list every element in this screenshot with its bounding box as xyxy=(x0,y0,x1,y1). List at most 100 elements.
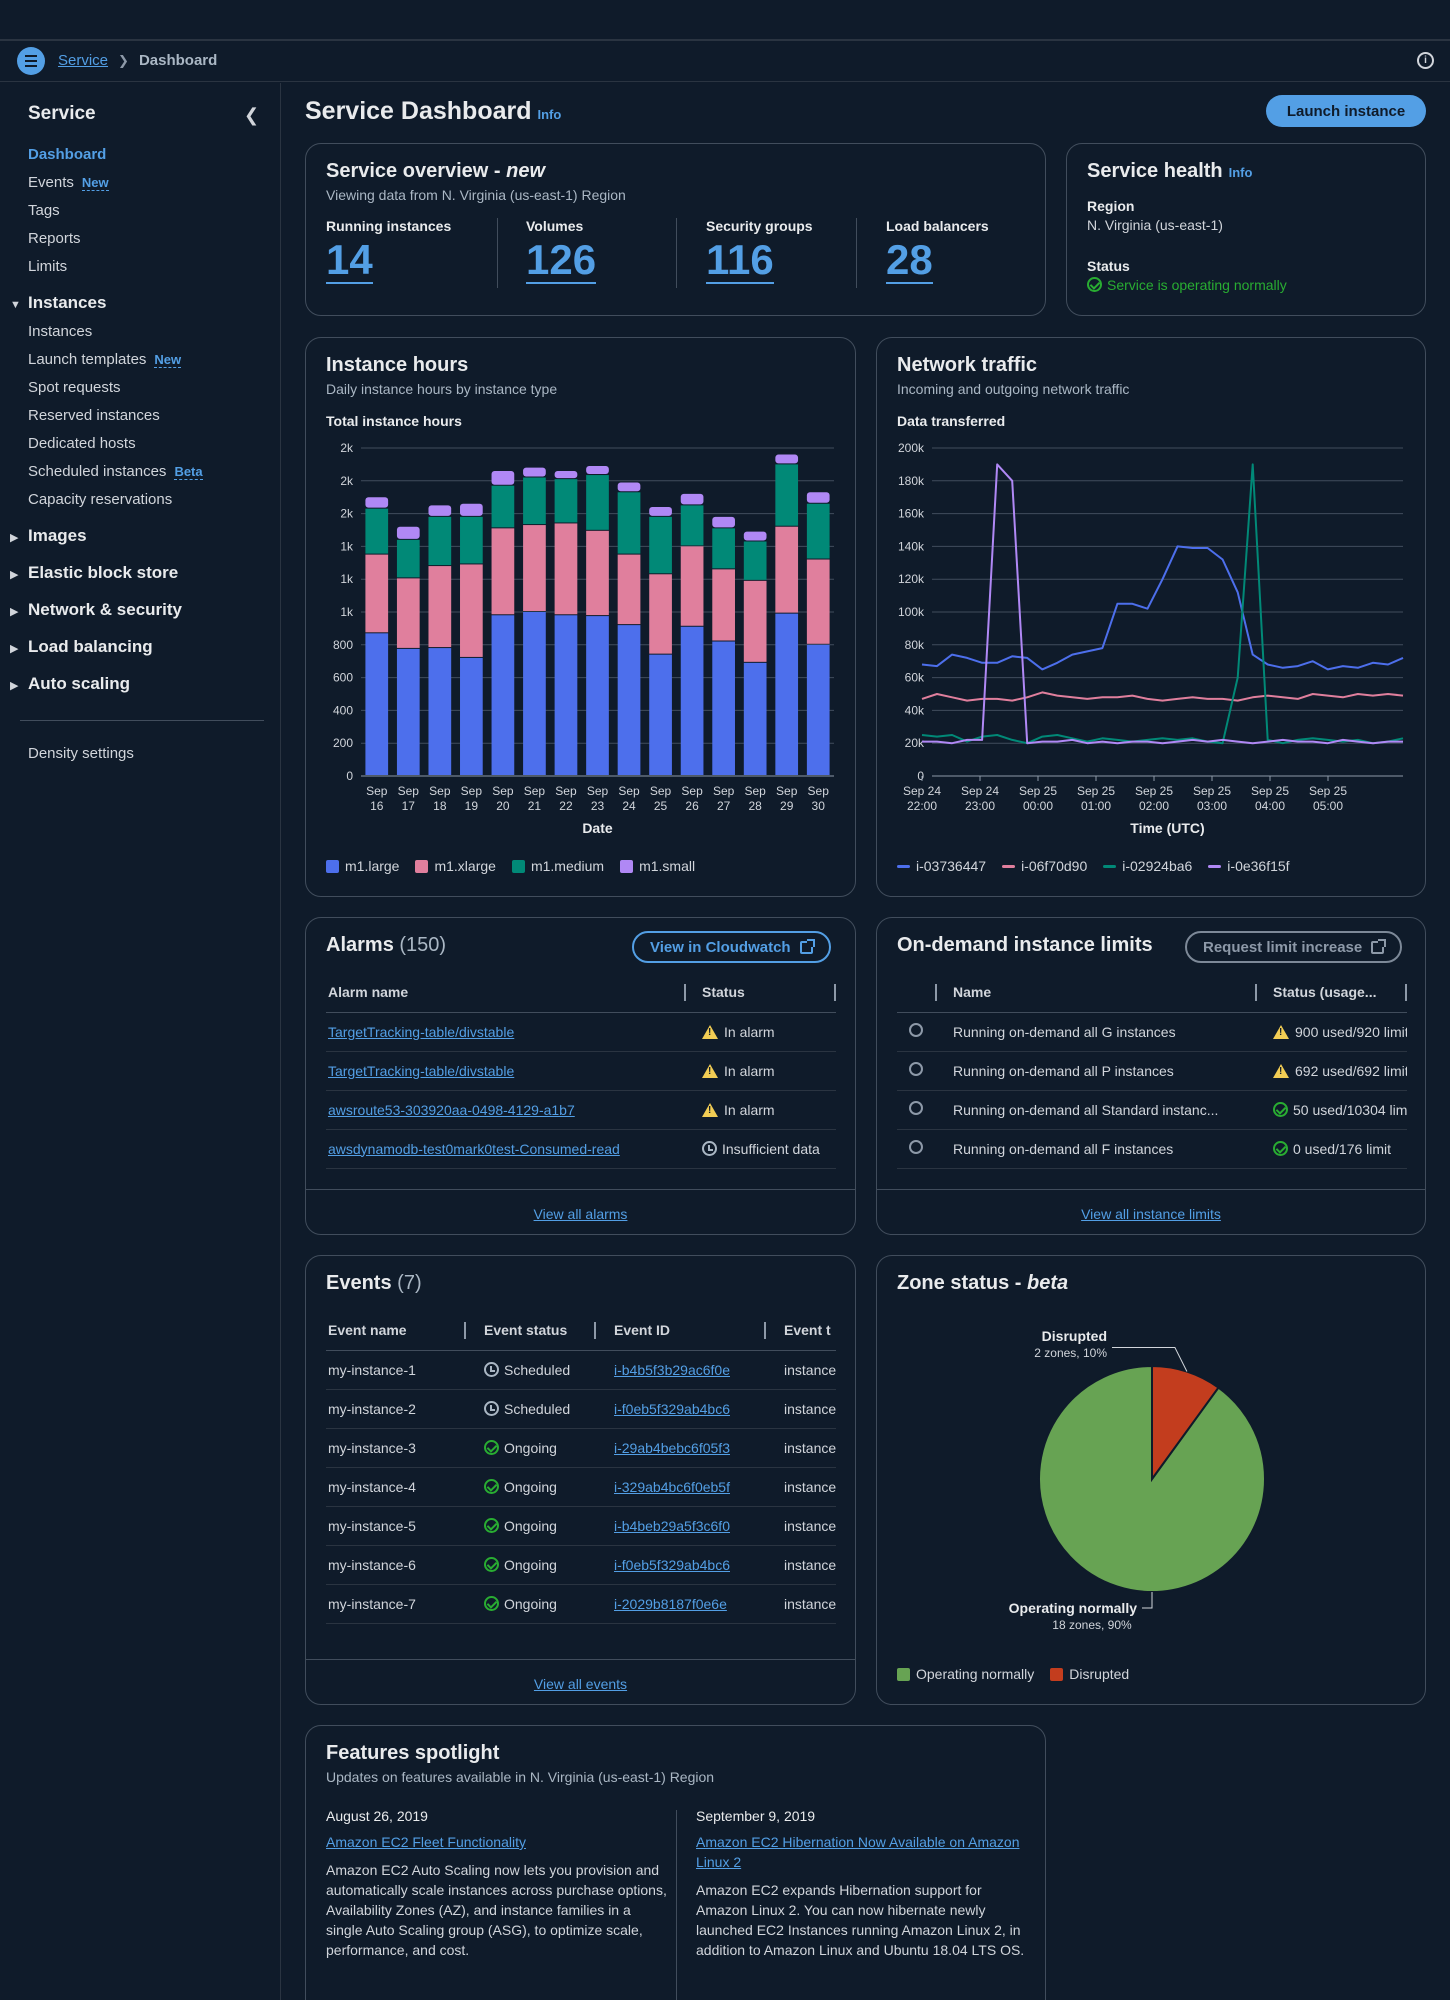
request-limit-increase-button[interactable]: Request limit increase xyxy=(1185,931,1403,963)
column-resizer[interactable] xyxy=(1405,984,1407,1001)
select-cell xyxy=(897,1012,937,1052)
x-tick-label: Sep xyxy=(618,784,640,798)
metric-value-link[interactable]: 126 xyxy=(526,236,597,284)
sidebar-item-dedicated-hosts[interactable]: Dedicated hosts xyxy=(28,435,136,452)
info-link[interactable]: Info xyxy=(537,107,562,122)
metric-value-link[interactable]: 14 xyxy=(326,236,373,284)
alarm-name-link[interactable]: awsroute53-303920aa-0498-4129-a1b7 xyxy=(328,1101,575,1118)
column-header-event-type[interactable]: Event t xyxy=(766,1311,836,1351)
row-radio[interactable] xyxy=(909,1140,923,1154)
sidebar-item-spot-requests[interactable]: Spot requests xyxy=(28,379,121,396)
bar-segment xyxy=(712,569,735,641)
feature-link[interactable]: Amazon EC2 Fleet Functionality xyxy=(326,1834,526,1850)
caret-right-icon: ▶ xyxy=(10,643,19,655)
button-label: Request limit increase xyxy=(1203,938,1363,956)
sidebar-item-instances[interactable]: Instances xyxy=(28,323,92,340)
sidebar-section-elastic-block-store[interactable]: ▶ Elastic block store xyxy=(10,563,178,583)
metric-value-link[interactable]: 28 xyxy=(886,236,933,284)
sidebar-section-network-security[interactable]: ▶ Network & security xyxy=(10,600,182,620)
bar-segment xyxy=(460,516,483,564)
breadcrumb-service-link[interactable]: Service xyxy=(58,52,109,69)
sidebar-item-tags[interactable]: Tags xyxy=(28,202,60,219)
sidebar-item-dashboard[interactable]: Dashboard xyxy=(28,146,106,163)
y-tick-label: 2k xyxy=(340,474,354,488)
bar-segment xyxy=(806,492,830,503)
sidebar-section-auto-scaling[interactable]: ▶ Auto scaling xyxy=(10,674,130,694)
status-text: Scheduled xyxy=(504,1361,571,1378)
sidebar-item-reserved-instances[interactable]: Reserved instances xyxy=(28,407,160,424)
bar-segment xyxy=(554,470,578,479)
bar-segment xyxy=(775,613,799,775)
launch-instance-button[interactable]: Launch instance xyxy=(1266,95,1426,127)
card-footer-divider xyxy=(306,1659,855,1660)
event-id-link[interactable]: i-b4beb29a5f3c6f0 xyxy=(614,1517,730,1534)
event-id-link[interactable]: i-29ab4bebc6f05f3 xyxy=(614,1439,730,1456)
table-row: TargetTracking-table/divstable In alarm xyxy=(326,1051,836,1091)
limit-name: Running on-demand all P instances xyxy=(953,1062,1174,1079)
select-cell xyxy=(897,1090,937,1130)
column-header-status[interactable]: Status xyxy=(686,973,836,1013)
alarm-name-link[interactable]: TargetTracking-table/divstable xyxy=(328,1023,515,1040)
column-resizer[interactable] xyxy=(834,984,836,1001)
event-id-link[interactable]: i-b4b5f3b29ac6f0e xyxy=(614,1361,730,1378)
event-id-link[interactable]: i-2029b8187f0e6e xyxy=(614,1595,727,1612)
column-resizer[interactable] xyxy=(594,1322,596,1339)
info-link[interactable]: Info xyxy=(1228,165,1253,180)
column-resizer[interactable] xyxy=(935,984,937,1001)
view-all-instance-limits-link[interactable]: View all instance limits xyxy=(1081,1206,1221,1222)
menu-icon[interactable] xyxy=(17,47,45,75)
column-resizer[interactable] xyxy=(1255,984,1257,1001)
column-label: Event t xyxy=(784,1322,831,1339)
external-link-icon xyxy=(799,938,815,954)
beta-badge: Beta xyxy=(174,464,203,480)
sidebar-item-launch-templates[interactable]: Launch templates New xyxy=(28,351,182,368)
x-tick-label: 30 xyxy=(812,799,826,813)
sidebar-item-capacity-reservations[interactable]: Capacity reservations xyxy=(28,491,172,508)
legend-swatch xyxy=(897,1668,910,1681)
view-in-cloudwatch-button[interactable]: View in Cloudwatch xyxy=(632,931,831,963)
column-resizer[interactable] xyxy=(764,1322,766,1339)
column-header-alarm-name[interactable]: Alarm name xyxy=(326,973,686,1013)
info-icon[interactable]: i xyxy=(1417,52,1434,69)
density-settings-link[interactable]: Density settings xyxy=(28,745,134,762)
event-type: instance xyxy=(784,1439,836,1456)
column-header-name[interactable]: Name xyxy=(937,973,1257,1013)
event-id-link[interactable]: i-329ab4bc6f0eb5f xyxy=(614,1478,730,1495)
sidebar-section-instances[interactable]: ▼ Instances xyxy=(10,293,106,313)
sidebar-section-load-balancing[interactable]: ▶ Load balancing xyxy=(10,637,153,657)
alarm-name-link[interactable]: TargetTracking-table/divstable xyxy=(328,1062,515,1079)
row-radio[interactable] xyxy=(909,1023,923,1037)
column-header-event-name[interactable]: Event name xyxy=(326,1311,466,1351)
event-id-link[interactable]: i-f0eb5f329ab4bc6 xyxy=(614,1556,730,1573)
events-table-scroller[interactable]: Event name Event status Event ID Event t… xyxy=(326,1311,836,1646)
event-type-cell: instance xyxy=(766,1350,836,1390)
column-header-event-id[interactable]: Event ID xyxy=(596,1311,766,1351)
column-header-status-usage[interactable]: Status (usage... xyxy=(1257,973,1407,1013)
column-header-event-status[interactable]: Event status xyxy=(466,1311,596,1351)
warning-icon xyxy=(1273,1063,1289,1078)
column-resizer[interactable] xyxy=(684,984,686,1001)
instance-hours-chart-label: Total instance hours xyxy=(326,413,462,429)
event-id-link[interactable]: i-f0eb5f329ab4bc6 xyxy=(614,1400,730,1417)
metric-value-link[interactable]: 116 xyxy=(706,236,774,284)
status-text: 900 used/920 limit xyxy=(1295,1023,1407,1040)
view-all-alarms-link[interactable]: View all alarms xyxy=(533,1206,628,1222)
sidebar-item-reports[interactable]: Reports xyxy=(28,230,81,247)
sidebar-item-events[interactable]: Events New xyxy=(28,174,109,191)
bar-segment xyxy=(428,516,452,566)
alarm-name-link[interactable]: awsdynamodb-test0mark0test-Consumed-read xyxy=(328,1140,620,1157)
column-resizer[interactable] xyxy=(464,1322,466,1339)
legend-line-swatch xyxy=(1002,865,1016,868)
sidebar-item-scheduled-instances[interactable]: Scheduled instances Beta xyxy=(28,463,203,480)
chevron-left-icon[interactable]: ❮ xyxy=(244,105,260,125)
sidebar-item-label: Reports xyxy=(28,230,81,247)
row-radio[interactable] xyxy=(909,1062,923,1076)
sidebar-section-images[interactable]: ▶ Images xyxy=(10,526,87,546)
table-row: awsroute53-303920aa-0498-4129-a1b7 In ala… xyxy=(326,1090,836,1130)
pie-label-operating-normally: Operating normally xyxy=(1009,1600,1138,1616)
view-all-events-link[interactable]: View all events xyxy=(533,1676,628,1692)
column-label: Status xyxy=(702,984,745,1001)
feature-link[interactable]: Amazon EC2 Hibernation Now Available on … xyxy=(696,1834,1020,1870)
row-radio[interactable] xyxy=(909,1101,923,1115)
sidebar-item-limits[interactable]: Limits xyxy=(28,258,67,275)
